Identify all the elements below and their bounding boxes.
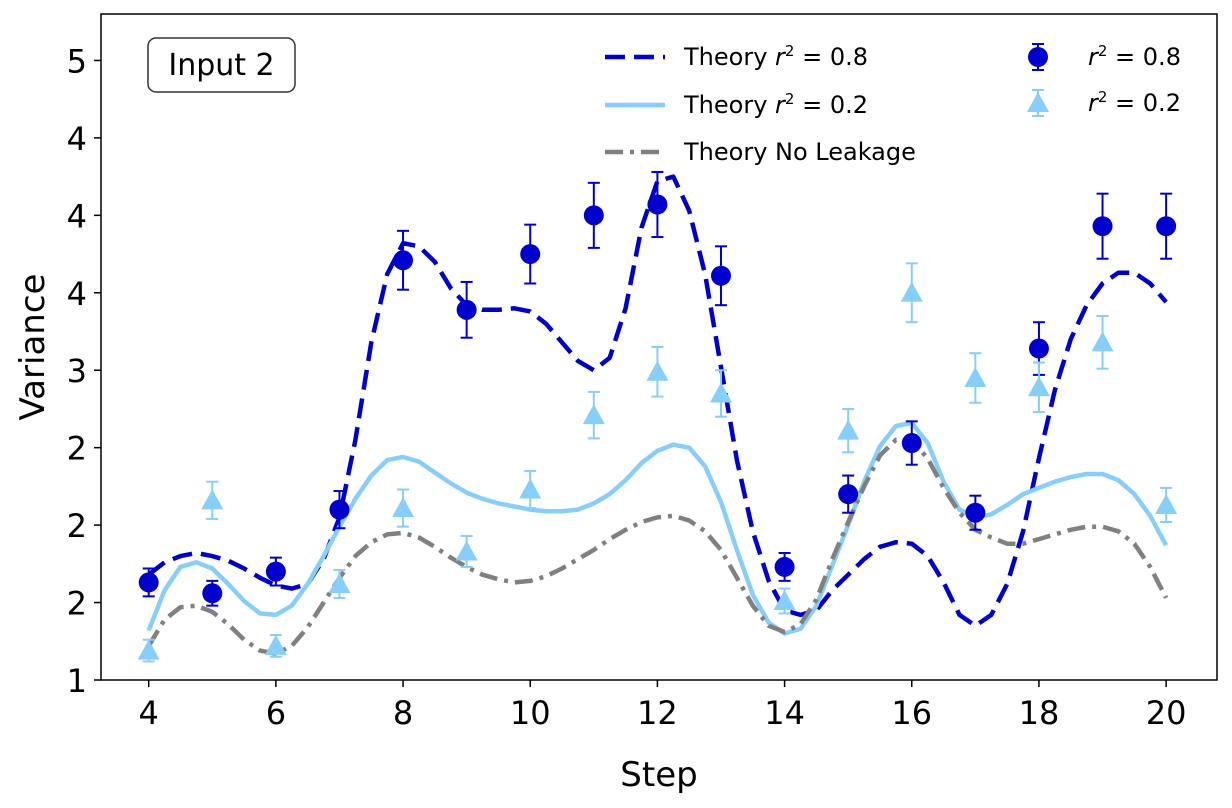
y-tick-label: 4 xyxy=(67,120,87,158)
theory-lines xyxy=(146,174,1169,656)
x-tick-label: 6 xyxy=(266,694,286,732)
y-tick-label: 4 xyxy=(67,197,87,235)
point-r-2-0-2 xyxy=(837,419,860,440)
y-tick-label: 2 xyxy=(67,507,87,545)
x-tick-label: 14 xyxy=(764,694,805,732)
point-r-2-0-8 xyxy=(1156,216,1177,237)
x-tick-label: 20 xyxy=(1146,694,1187,732)
annotation-text: Input 2 xyxy=(168,48,274,83)
point-r-2-0-8 xyxy=(329,499,350,520)
legend-label-theory-no-leakage: Theory No Leakage xyxy=(683,138,916,166)
point-r-2-0-2 xyxy=(646,360,669,381)
point-r-2-0-2 xyxy=(264,634,287,655)
legend: Theory r2 = 0.8 Theory r2 = 0.2 Theory No … xyxy=(605,42,1181,166)
legend-label-r-2-0-8: r2 = 0.8 xyxy=(1088,42,1181,71)
point-r-2-0-2 xyxy=(964,366,987,387)
legend-marker-circle xyxy=(1028,47,1048,67)
point-r-2-0-8 xyxy=(838,484,859,505)
point-r-2-0-8 xyxy=(711,265,731,286)
point-r-2-0-8 xyxy=(1028,338,1049,359)
x-axis-label: Step xyxy=(620,755,697,795)
point-r-2-0-2 xyxy=(1091,331,1114,352)
point-r-2-0-2 xyxy=(582,404,605,425)
y-axis-ticks: 1 2 2 2 3 4 4 4 5 xyxy=(67,42,101,700)
y-axis-label: Variance xyxy=(13,274,53,421)
point-r-2-0-8 xyxy=(901,433,922,454)
line-theory-no-leakage xyxy=(146,437,1169,656)
point-r-2-0-2 xyxy=(900,281,923,302)
point-r-2-0-8 xyxy=(774,556,795,577)
y-tick-label: 1 xyxy=(67,662,87,700)
point-r-2-0-8 xyxy=(393,250,414,271)
point-r-2-0-2 xyxy=(392,497,415,518)
point-r-2-0-8 xyxy=(520,244,541,265)
point-r-2-0-8 xyxy=(138,572,159,593)
y-tick-label: 2 xyxy=(67,585,87,623)
annotation-frame xyxy=(147,37,296,93)
point-r-2-0-8 xyxy=(965,502,986,523)
point-r-2-0-2 xyxy=(201,489,224,510)
point-r-2-0-8 xyxy=(265,561,286,582)
y-tick-label: 5 xyxy=(67,42,87,80)
annotation-box: Input 2 xyxy=(147,37,296,93)
x-tick-label: 12 xyxy=(637,694,678,732)
point-r-2-0-2 xyxy=(455,540,478,561)
x-axis-ticks: 4 6 8 10 12 14 16 18 20 xyxy=(139,680,1187,732)
legend-label-theory-r-2-0-2: Theory r2 = 0.2 xyxy=(683,90,868,119)
point-r-2-0-2 xyxy=(519,478,542,499)
x-tick-label: 18 xyxy=(1019,694,1060,732)
x-tick-label: 4 xyxy=(139,694,159,732)
point-r-2-0-8 xyxy=(202,583,223,604)
x-tick-label: 16 xyxy=(891,694,932,732)
point-r-2-0-2 xyxy=(328,572,351,593)
legend-label-theory-r-2-0-8: Theory r2 = 0.8 xyxy=(683,42,868,71)
y-tick-label: 3 xyxy=(67,352,87,390)
legend-label-r-2-0-2: r2 = 0.2 xyxy=(1088,88,1181,117)
x-tick-label: 10 xyxy=(510,694,551,732)
point-r-2-0-8 xyxy=(647,194,668,215)
point-r-2-0-8 xyxy=(583,205,604,226)
point-r-2-0-2 xyxy=(1027,376,1050,397)
point-r-2-0-8 xyxy=(1092,216,1113,237)
plot-frame xyxy=(100,13,1218,681)
point-r-2-0-2 xyxy=(773,590,796,611)
legend-marker-triangle xyxy=(1027,92,1049,112)
point-r-2-0-2 xyxy=(1155,493,1178,514)
data-points xyxy=(137,170,1178,663)
line-theory-r-2-0-2 xyxy=(146,420,1169,636)
point-r-2-0-8 xyxy=(456,299,477,320)
y-tick-label: 2 xyxy=(67,430,87,468)
point-r-2-0-2 xyxy=(137,639,160,660)
x-tick-label: 8 xyxy=(393,694,413,732)
point-r-2-0-2 xyxy=(710,382,732,403)
y-tick-label: 4 xyxy=(67,275,87,313)
